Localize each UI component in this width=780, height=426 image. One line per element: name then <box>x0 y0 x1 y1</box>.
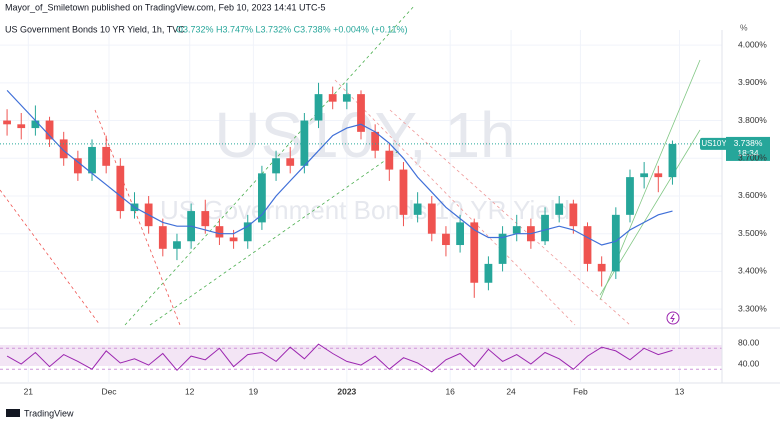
symbol-line: US Government Bonds 10 YR Yield, 1h, TVC <box>5 24 185 34</box>
rsi-tick-label: 40.00 <box>738 358 760 368</box>
candle-body <box>399 169 408 215</box>
y-tick-label: 3.300% <box>738 303 767 313</box>
candle-body <box>569 203 578 227</box>
grid <box>0 30 722 382</box>
candle-body <box>215 226 224 238</box>
candle-body <box>427 203 436 234</box>
alert-icon[interactable] <box>666 311 680 325</box>
candle-body <box>102 146 111 166</box>
candle-body <box>59 139 68 159</box>
channel-line <box>149 149 401 326</box>
candle-body <box>555 203 564 215</box>
alert-bolt <box>670 313 675 323</box>
price-tag-countdown: 18:34 <box>737 148 759 158</box>
candle-body <box>158 226 167 249</box>
candle-body <box>243 222 252 242</box>
symbol-tag-text: US10Y <box>701 139 727 148</box>
candle-body <box>456 222 464 246</box>
candle-body <box>314 94 323 121</box>
channel-line <box>0 189 101 326</box>
candle-body <box>31 120 40 129</box>
candle-body <box>357 94 365 132</box>
unit: % <box>740 22 748 32</box>
rsi-tick-label: 80.00 <box>738 337 760 347</box>
watermark: US10Y, 1h <box>214 99 515 171</box>
y-tick-label: 3.800% <box>738 115 767 125</box>
candle-body <box>45 120 54 140</box>
candle-body <box>201 211 210 227</box>
x-tick-label: 24 <box>506 386 516 396</box>
candle-body <box>258 173 266 223</box>
candle-body <box>640 173 649 178</box>
price-tag-price: 3.738% <box>734 138 763 148</box>
candle-body <box>512 226 521 234</box>
candle-body <box>611 214 620 272</box>
candle-body <box>385 150 394 170</box>
rsi-band <box>0 345 722 366</box>
x-tick-label: 2023 <box>337 386 356 396</box>
candle-body <box>626 177 634 215</box>
watermark-sub: US Government Bonds 10 YR Yield <box>160 195 570 225</box>
candle-body <box>300 120 309 166</box>
x-tick-label: 19 <box>249 386 259 396</box>
candle-body <box>173 241 181 249</box>
candle-body <box>73 158 82 174</box>
x-tick-label: Dec <box>101 386 117 396</box>
y-tick-label: 3.700% <box>738 153 767 163</box>
price-tag-box <box>726 136 770 161</box>
candle-body <box>498 233 507 264</box>
candle-body <box>3 120 11 125</box>
y-tick-label: 3.400% <box>738 266 767 276</box>
candle-body <box>654 173 663 178</box>
publisher: Mayor_of_Smiletown published on TradingV… <box>5 2 326 12</box>
x-tick-label: 12 <box>185 386 195 396</box>
candle-body <box>470 222 479 283</box>
moving-average <box>6 89 673 246</box>
candle-body <box>272 158 280 174</box>
candle-body <box>17 124 26 129</box>
y-tick-label: 3.900% <box>738 77 767 87</box>
logo <box>6 409 20 417</box>
y-tick-label: 3.600% <box>738 190 767 200</box>
candle-body <box>88 146 96 174</box>
price-tag: US10Y 3.738%18:34 <box>700 136 770 161</box>
x-tick-label: 21 <box>24 386 34 396</box>
x-tick-label: Feb <box>573 386 588 396</box>
candle-body <box>597 263 606 272</box>
candle-body <box>116 165 125 212</box>
ohlc-line: O3.732% H3.747% L3.732% C3.738% +0.004% … <box>176 24 408 34</box>
candle-body <box>442 233 450 246</box>
candle-body <box>286 158 295 166</box>
plot <box>0 82 722 373</box>
candle-body <box>229 237 238 242</box>
candle-body <box>484 263 493 283</box>
x-tick-label: 13 <box>675 386 685 396</box>
brand: TradingView <box>24 408 74 418</box>
y-tick-label: 3.500% <box>738 228 767 238</box>
channel-line <box>94 109 181 326</box>
candle-body <box>342 94 351 102</box>
candle-body <box>413 203 422 215</box>
candle-body <box>668 143 677 178</box>
rsi-line <box>6 343 673 373</box>
candle-body <box>328 94 337 102</box>
candle-body <box>541 214 549 242</box>
candle-body <box>371 131 380 151</box>
y-tick-label: 4.000% <box>738 39 767 49</box>
x-tick-label: 16 <box>445 386 455 396</box>
symbol-tag <box>700 137 728 150</box>
candle-body <box>583 226 592 264</box>
